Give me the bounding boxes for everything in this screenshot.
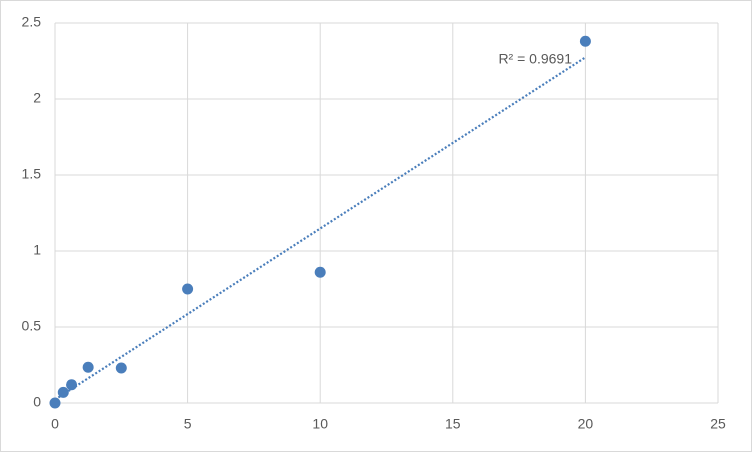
trendline-annotation: R² = 0.9691 [498,51,572,67]
x-tick-label: 5 [184,416,192,432]
x-tick-label: 25 [710,416,726,432]
x-tick-label: 10 [312,416,328,432]
x-tick-label: 0 [51,416,59,432]
trendline [54,56,586,401]
point [49,397,61,409]
point [57,386,69,398]
point [82,361,94,373]
point [579,35,591,47]
y-tick-label: 1 [33,242,41,258]
point [182,283,194,295]
x-tick-label: 20 [578,416,594,432]
point [314,266,326,278]
point [66,379,78,391]
x-tick-label: 15 [445,416,461,432]
y-tick-label: 1.5 [22,166,42,182]
point [115,362,127,374]
y-tick-label: 0 [33,394,41,410]
y-tick-label: 0.5 [22,318,42,334]
y-tick-label: 2 [33,90,41,106]
y-tick-label: 2.5 [22,14,42,30]
